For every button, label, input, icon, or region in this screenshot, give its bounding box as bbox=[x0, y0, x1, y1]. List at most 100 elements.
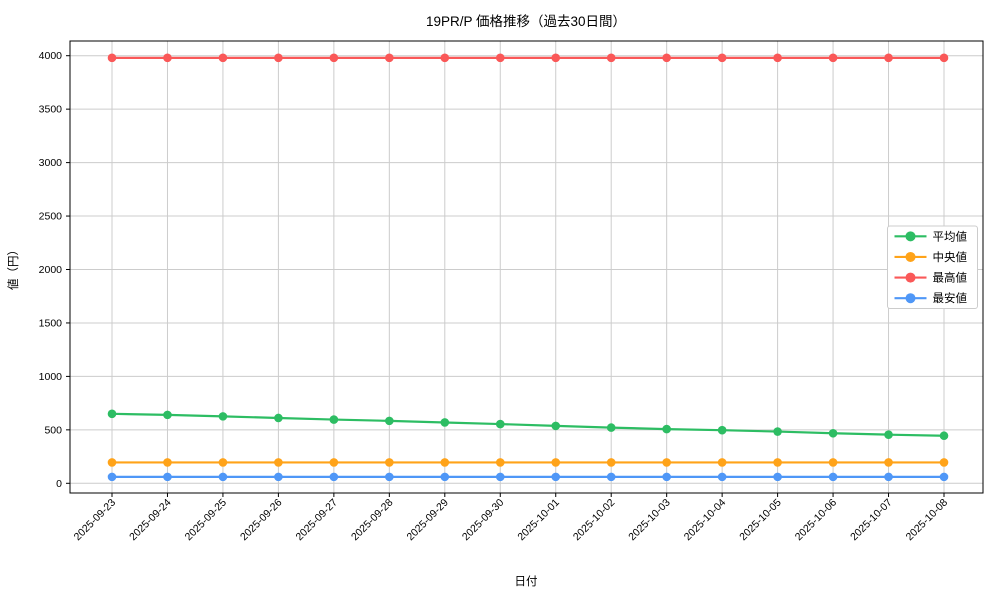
series-marker-max bbox=[773, 53, 782, 63]
series-marker-min bbox=[773, 472, 782, 482]
legend-label-average: 平均値 bbox=[933, 230, 968, 243]
series-marker-median bbox=[163, 458, 172, 467]
series-marker-median bbox=[828, 458, 838, 467]
series-marker-min bbox=[440, 472, 450, 482]
x-tick-label: 2025-09-26 bbox=[238, 497, 285, 544]
y-tick-label: 0 bbox=[56, 478, 62, 490]
series-marker-min bbox=[551, 472, 561, 482]
series-marker-max bbox=[163, 53, 172, 63]
legend-entry-average: 平均値 bbox=[894, 230, 968, 243]
series-marker-median bbox=[274, 458, 283, 467]
series-marker-min bbox=[606, 472, 616, 482]
series-marker-max bbox=[107, 53, 117, 63]
x-tick-label: 2025-09-24 bbox=[127, 497, 174, 544]
legend-box bbox=[887, 225, 978, 309]
series-marker-median bbox=[662, 458, 671, 467]
series-marker-max bbox=[717, 53, 727, 63]
x-tick-label: 2025-10-07 bbox=[848, 497, 895, 544]
y-axis-label: 値（円） bbox=[7, 244, 20, 290]
x-tick-label: 2025-09-28 bbox=[349, 497, 396, 544]
legend-marker-average-icon bbox=[905, 231, 916, 242]
series-marker-average bbox=[107, 409, 117, 419]
series-marker-average bbox=[329, 415, 339, 424]
series-marker-min bbox=[274, 472, 283, 482]
series-line-average bbox=[110, 412, 946, 437]
series-marker-average bbox=[606, 423, 616, 432]
x-tick-label: 2025-10-03 bbox=[626, 497, 673, 544]
series-marker-median bbox=[717, 458, 727, 467]
series-marker-average bbox=[717, 425, 727, 435]
y-tick-label: 3500 bbox=[39, 104, 63, 116]
x-tick-label: 2025-09-27 bbox=[294, 497, 341, 544]
series-marker-median bbox=[329, 458, 339, 467]
x-tick-label: 2025-10-06 bbox=[793, 497, 840, 544]
x-tick-label: 2025-10-04 bbox=[682, 497, 729, 544]
x-tick-label: 2025-09-29 bbox=[404, 497, 451, 544]
x-tick-label: 2025-10-05 bbox=[737, 497, 784, 544]
y-tick-label: 1500 bbox=[39, 317, 63, 329]
series-marker-median bbox=[385, 458, 394, 467]
series-marker-min bbox=[218, 472, 228, 482]
series-marker-max bbox=[884, 53, 893, 63]
legend-entry-min: 最安値 bbox=[894, 291, 968, 305]
y-tick-label: 2500 bbox=[39, 211, 63, 223]
y-tick-label: 3000 bbox=[39, 157, 63, 169]
series-marker-min bbox=[329, 472, 339, 482]
series-marker-median bbox=[773, 458, 782, 467]
legend-label-median: 中央値 bbox=[933, 251, 968, 264]
series-marker-min bbox=[163, 472, 172, 482]
series-marker-average bbox=[939, 431, 949, 441]
legend-marker-min-icon bbox=[905, 293, 916, 304]
series-marker-max bbox=[440, 53, 450, 63]
x-tick-label: 2025-10-02 bbox=[571, 497, 618, 544]
series-marker-average bbox=[218, 412, 228, 421]
series-marker-average bbox=[274, 413, 283, 423]
series-marker-min bbox=[107, 472, 117, 482]
legend-label-max: 最高値 bbox=[933, 271, 968, 285]
series-marker-average bbox=[828, 428, 838, 438]
series-marker-min bbox=[884, 472, 893, 482]
series-marker-average bbox=[884, 430, 893, 439]
plot-area: 0 500 1000 1500 2000 2500 3000 3500 4000 2025-09-… bbox=[39, 40, 984, 544]
legend-marker-max-icon bbox=[905, 272, 916, 283]
series-marker-max bbox=[606, 53, 616, 63]
y-tick-label: 2000 bbox=[39, 264, 63, 276]
series-marker-max bbox=[218, 53, 228, 63]
legend-marker-median-icon bbox=[905, 251, 916, 262]
series-marker-min bbox=[939, 472, 949, 482]
series-marker-max bbox=[274, 53, 283, 63]
y-tick-label: 4000 bbox=[39, 50, 63, 62]
legend-entry-max: 最高値 bbox=[894, 271, 968, 285]
series-marker-average bbox=[163, 410, 172, 420]
series-marker-min bbox=[828, 472, 838, 482]
legend-entry-median: 中央値 bbox=[894, 251, 968, 264]
series-marker-median bbox=[107, 458, 117, 467]
series-marker-average bbox=[662, 424, 671, 434]
series-marker-median bbox=[551, 458, 561, 467]
series-marker-median bbox=[440, 458, 450, 467]
x-tick-label: 2025-10-01 bbox=[515, 497, 562, 544]
x-tick-label: 2025-09-25 bbox=[183, 497, 230, 544]
y-tick-label: 1000 bbox=[39, 371, 63, 383]
series-marker-max bbox=[828, 53, 838, 63]
series-marker-max bbox=[495, 53, 505, 63]
x-axis-label: 日付 bbox=[515, 575, 538, 588]
x-tick-label: 2025-09-23 bbox=[72, 497, 119, 544]
series-marker-average bbox=[385, 416, 394, 426]
series-marker-min bbox=[717, 472, 727, 482]
y-tick-label: 500 bbox=[44, 424, 62, 436]
legend-label-min: 最安値 bbox=[933, 291, 968, 305]
series-marker-average bbox=[551, 421, 561, 431]
series-marker-max bbox=[939, 53, 949, 63]
series-marker-min bbox=[385, 472, 394, 482]
series-marker-max bbox=[551, 53, 561, 63]
series-marker-median bbox=[884, 458, 893, 467]
series-marker-average bbox=[773, 427, 782, 436]
series-marker-average bbox=[495, 419, 505, 429]
series-marker-median bbox=[495, 458, 505, 467]
series-marker-min bbox=[662, 472, 671, 482]
series-marker-median bbox=[939, 458, 949, 467]
